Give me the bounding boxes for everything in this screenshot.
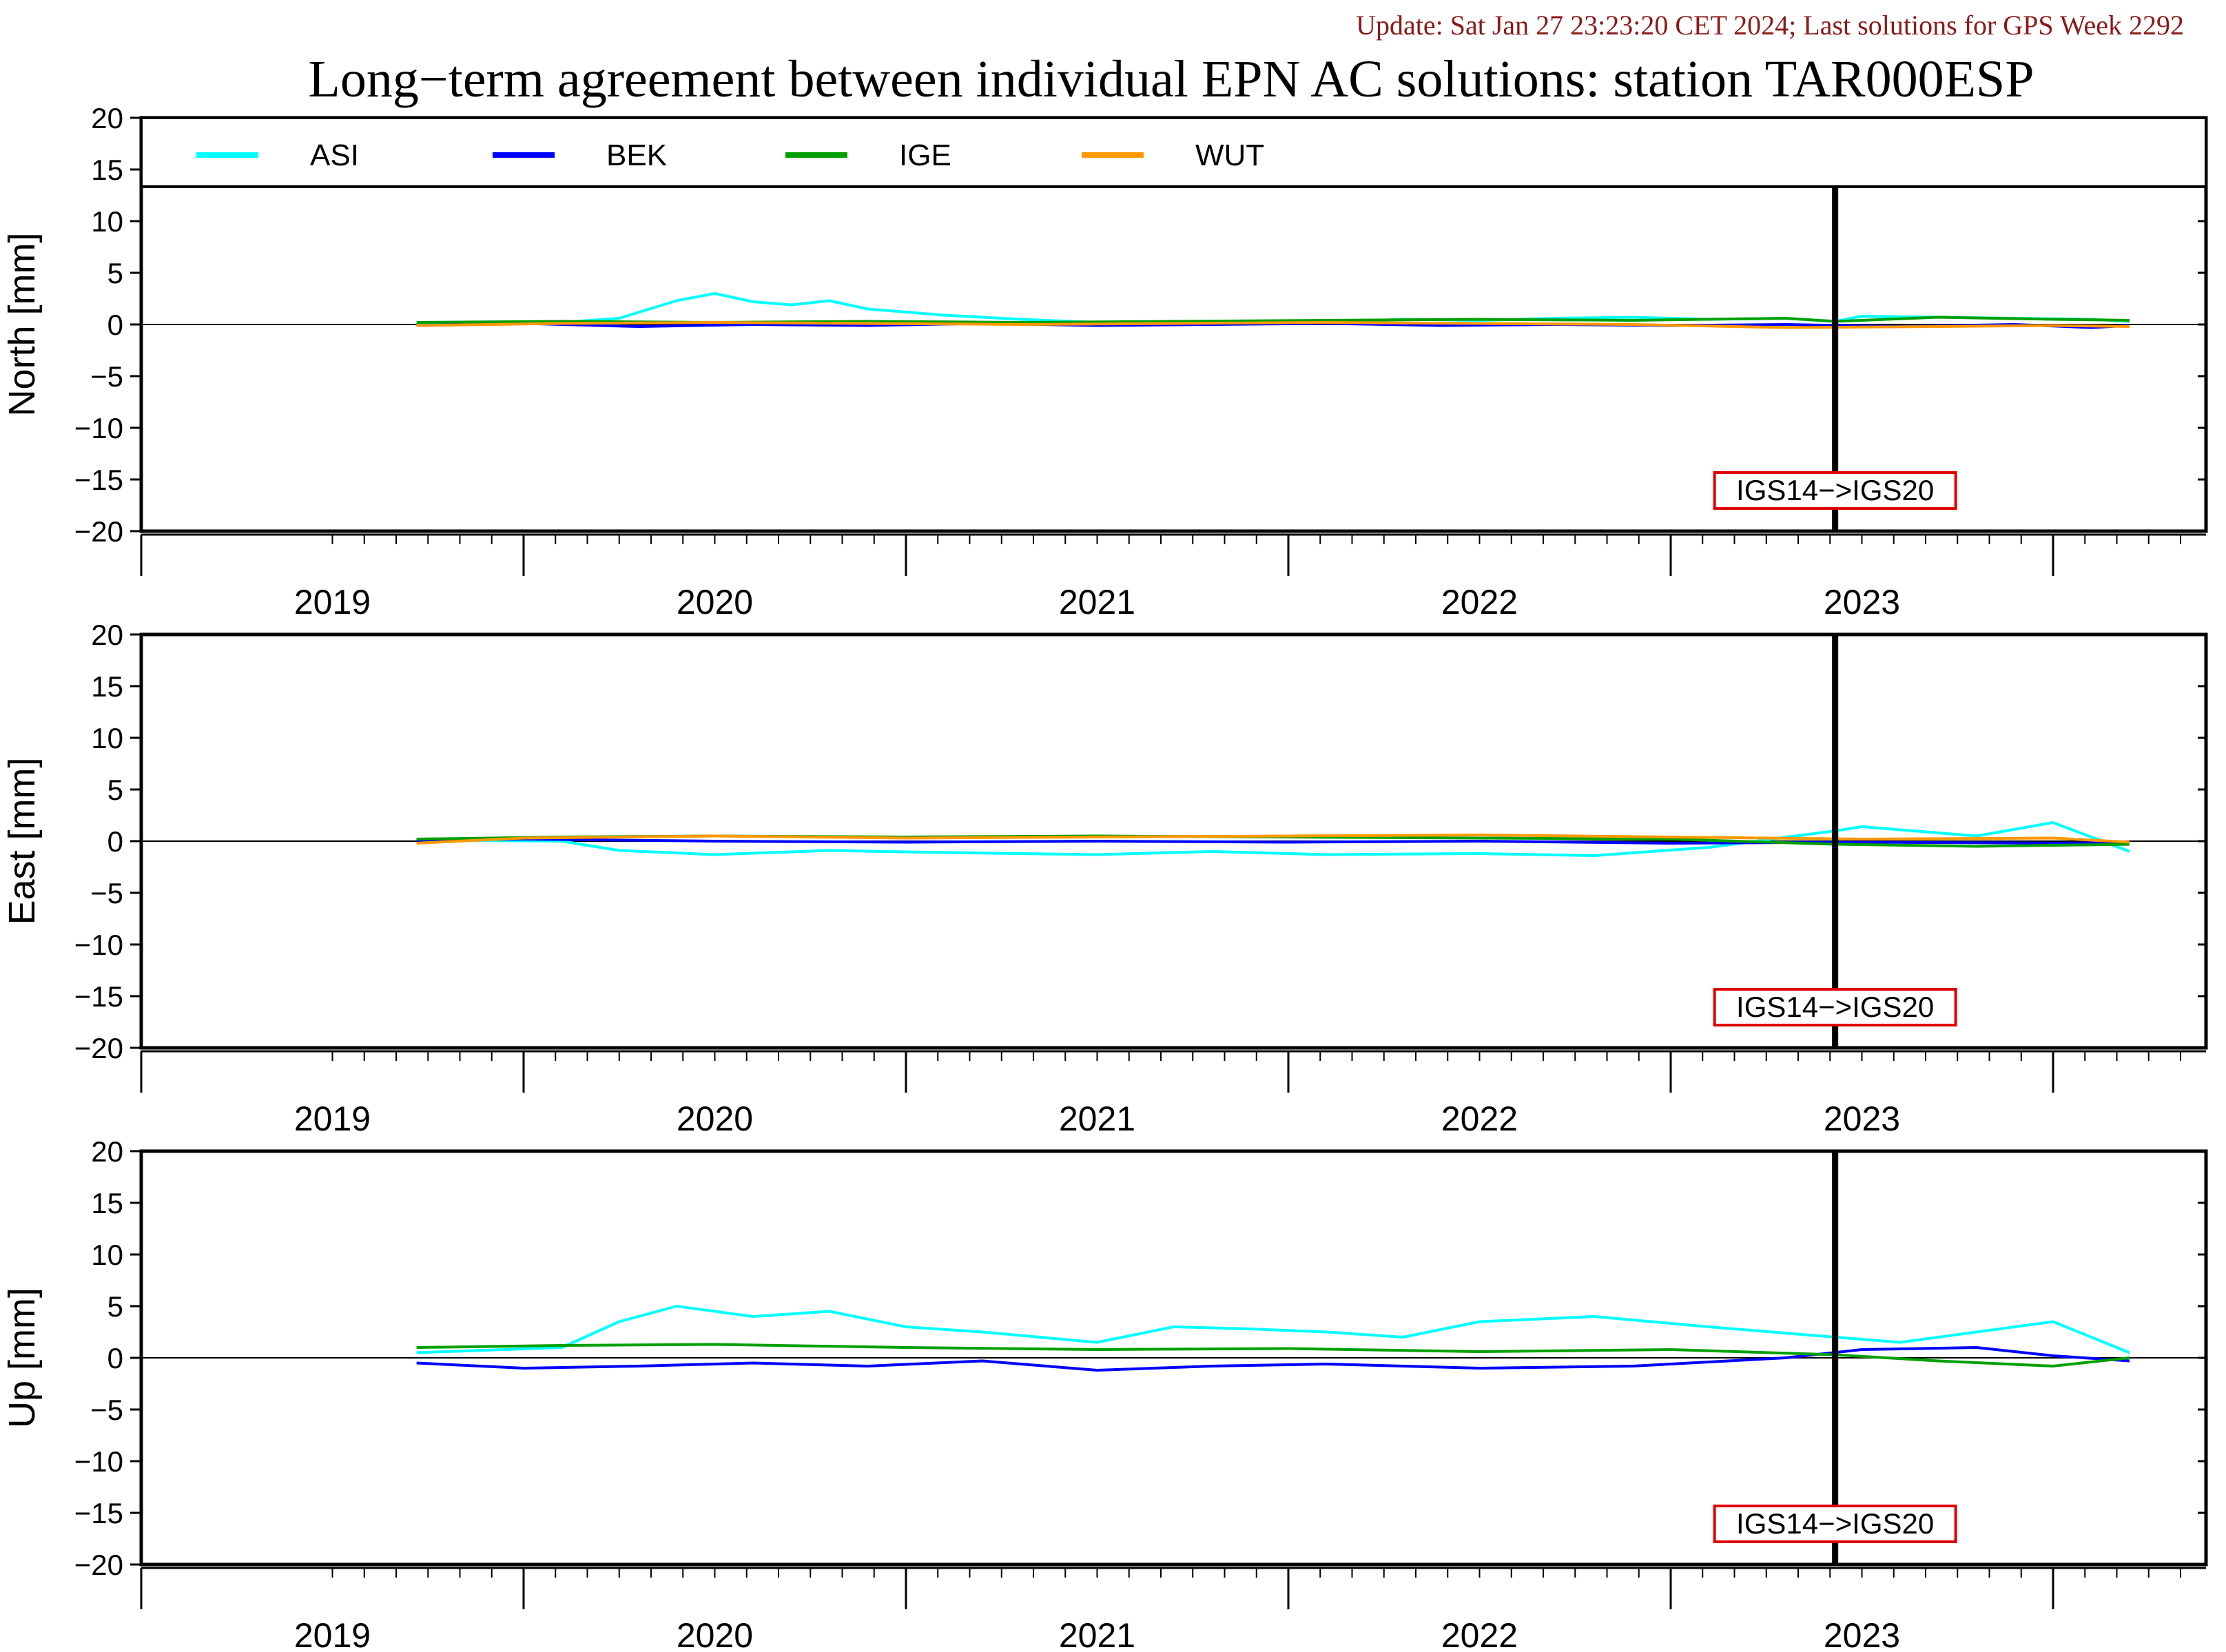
legend-label-asi: ASI	[310, 138, 359, 172]
series-bek	[416, 838, 2130, 845]
y-axis-label: Up [mm]	[1, 1288, 43, 1428]
y-tick-label: −5	[90, 360, 123, 393]
frame-change-label: IGS14−>IGS20	[1736, 474, 1934, 506]
x-year-label: 2022	[1441, 1099, 1518, 1138]
y-tick-label: −10	[74, 412, 123, 444]
panel-north: 20 15 10 5 0 −5 −10 −15 −20 North [mm] 2019 2020 202…	[1, 102, 2208, 621]
y-axis-label: East [mm]	[1, 757, 43, 925]
x-year-label: 2019	[294, 583, 371, 621]
y-tick-label: 5	[107, 257, 123, 289]
frame-change-label: IGS14−>IGS20	[1736, 991, 1934, 1023]
y-tick-label: 20	[91, 102, 123, 134]
x-year-label: 2023	[1824, 583, 1900, 621]
series-wut	[416, 834, 2130, 845]
x-year-label: 2021	[1059, 583, 1135, 621]
y-tick-label: 0	[107, 825, 123, 858]
x-year-label: 2019	[294, 1616, 371, 1652]
legend-label-bek: BEK	[606, 138, 667, 172]
y-tick-label: 15	[91, 154, 123, 186]
series-asi	[416, 821, 2130, 857]
y-tick-label: −15	[74, 1497, 123, 1529]
legend-label-wut: WUT	[1195, 138, 1264, 172]
series-wut	[416, 321, 2130, 329]
y-tick-label: −15	[74, 464, 123, 496]
frame-change-box	[1713, 471, 1957, 510]
x-year-label: 2021	[1059, 1616, 1135, 1652]
series-ige	[416, 1343, 2130, 1367]
x-year-label: 2020	[677, 583, 753, 621]
y-tick-label: −10	[74, 1445, 123, 1478]
y-tick-label: 5	[107, 774, 123, 806]
y-tick-label: 5	[107, 1290, 123, 1323]
y-tick-label: 0	[107, 309, 123, 341]
y-tick-label: 20	[91, 619, 123, 651]
y-tick-label: −5	[90, 877, 123, 909]
frame-change-label: IGS14−>IGS20	[1736, 1507, 1934, 1540]
legend-box	[140, 116, 2207, 188]
frame-change-box	[1713, 988, 1957, 1026]
panel-east: 20 15 10 5 0 −5 −10 −15 −20 East [mm] 2019 2020 2021…	[1, 619, 2208, 1138]
y-tick-label: −20	[74, 1032, 123, 1064]
series-asi	[416, 1305, 2130, 1354]
chart-title: Long−term agreement between individual E…	[308, 50, 2034, 108]
y-tick-label: −20	[74, 515, 123, 548]
frame-change-box	[1713, 1505, 1957, 1543]
x-year-label: 2020	[677, 1616, 753, 1652]
update-text: Update: Sat Jan 27 23:23:20 CET 2024; La…	[1356, 10, 2184, 41]
series-bek	[416, 1346, 2130, 1372]
y-tick-label: 20	[91, 1135, 123, 1168]
x-year-label: 2023	[1824, 1616, 1900, 1652]
y-tick-label: −10	[74, 929, 123, 961]
y-tick-label: −5	[90, 1394, 123, 1426]
y-tick-label: 0	[107, 1342, 123, 1374]
y-tick-label: 10	[91, 205, 123, 238]
y-tick-label: 10	[91, 722, 123, 754]
x-year-label: 2023	[1824, 1099, 1900, 1138]
y-axis-label: North [mm]	[1, 232, 43, 416]
x-year-label: 2021	[1059, 1099, 1135, 1138]
y-tick-label: 10	[91, 1239, 123, 1271]
y-tick-label: 15	[91, 1187, 123, 1219]
x-year-label: 2022	[1441, 1616, 1518, 1652]
x-year-label: 2019	[294, 1099, 371, 1138]
y-tick-label: −15	[74, 980, 123, 1013]
legend-label-ige: IGE	[899, 138, 951, 172]
x-year-label: 2022	[1441, 583, 1518, 621]
x-year-label: 2020	[677, 1099, 753, 1138]
y-tick-label: 15	[91, 670, 123, 703]
y-tick-label: −20	[74, 1549, 123, 1581]
panel-up: 20 15 10 5 0 −5 −10 −15 −20 Up [mm] 2019 2020 2021 20…	[1, 1135, 2208, 1652]
